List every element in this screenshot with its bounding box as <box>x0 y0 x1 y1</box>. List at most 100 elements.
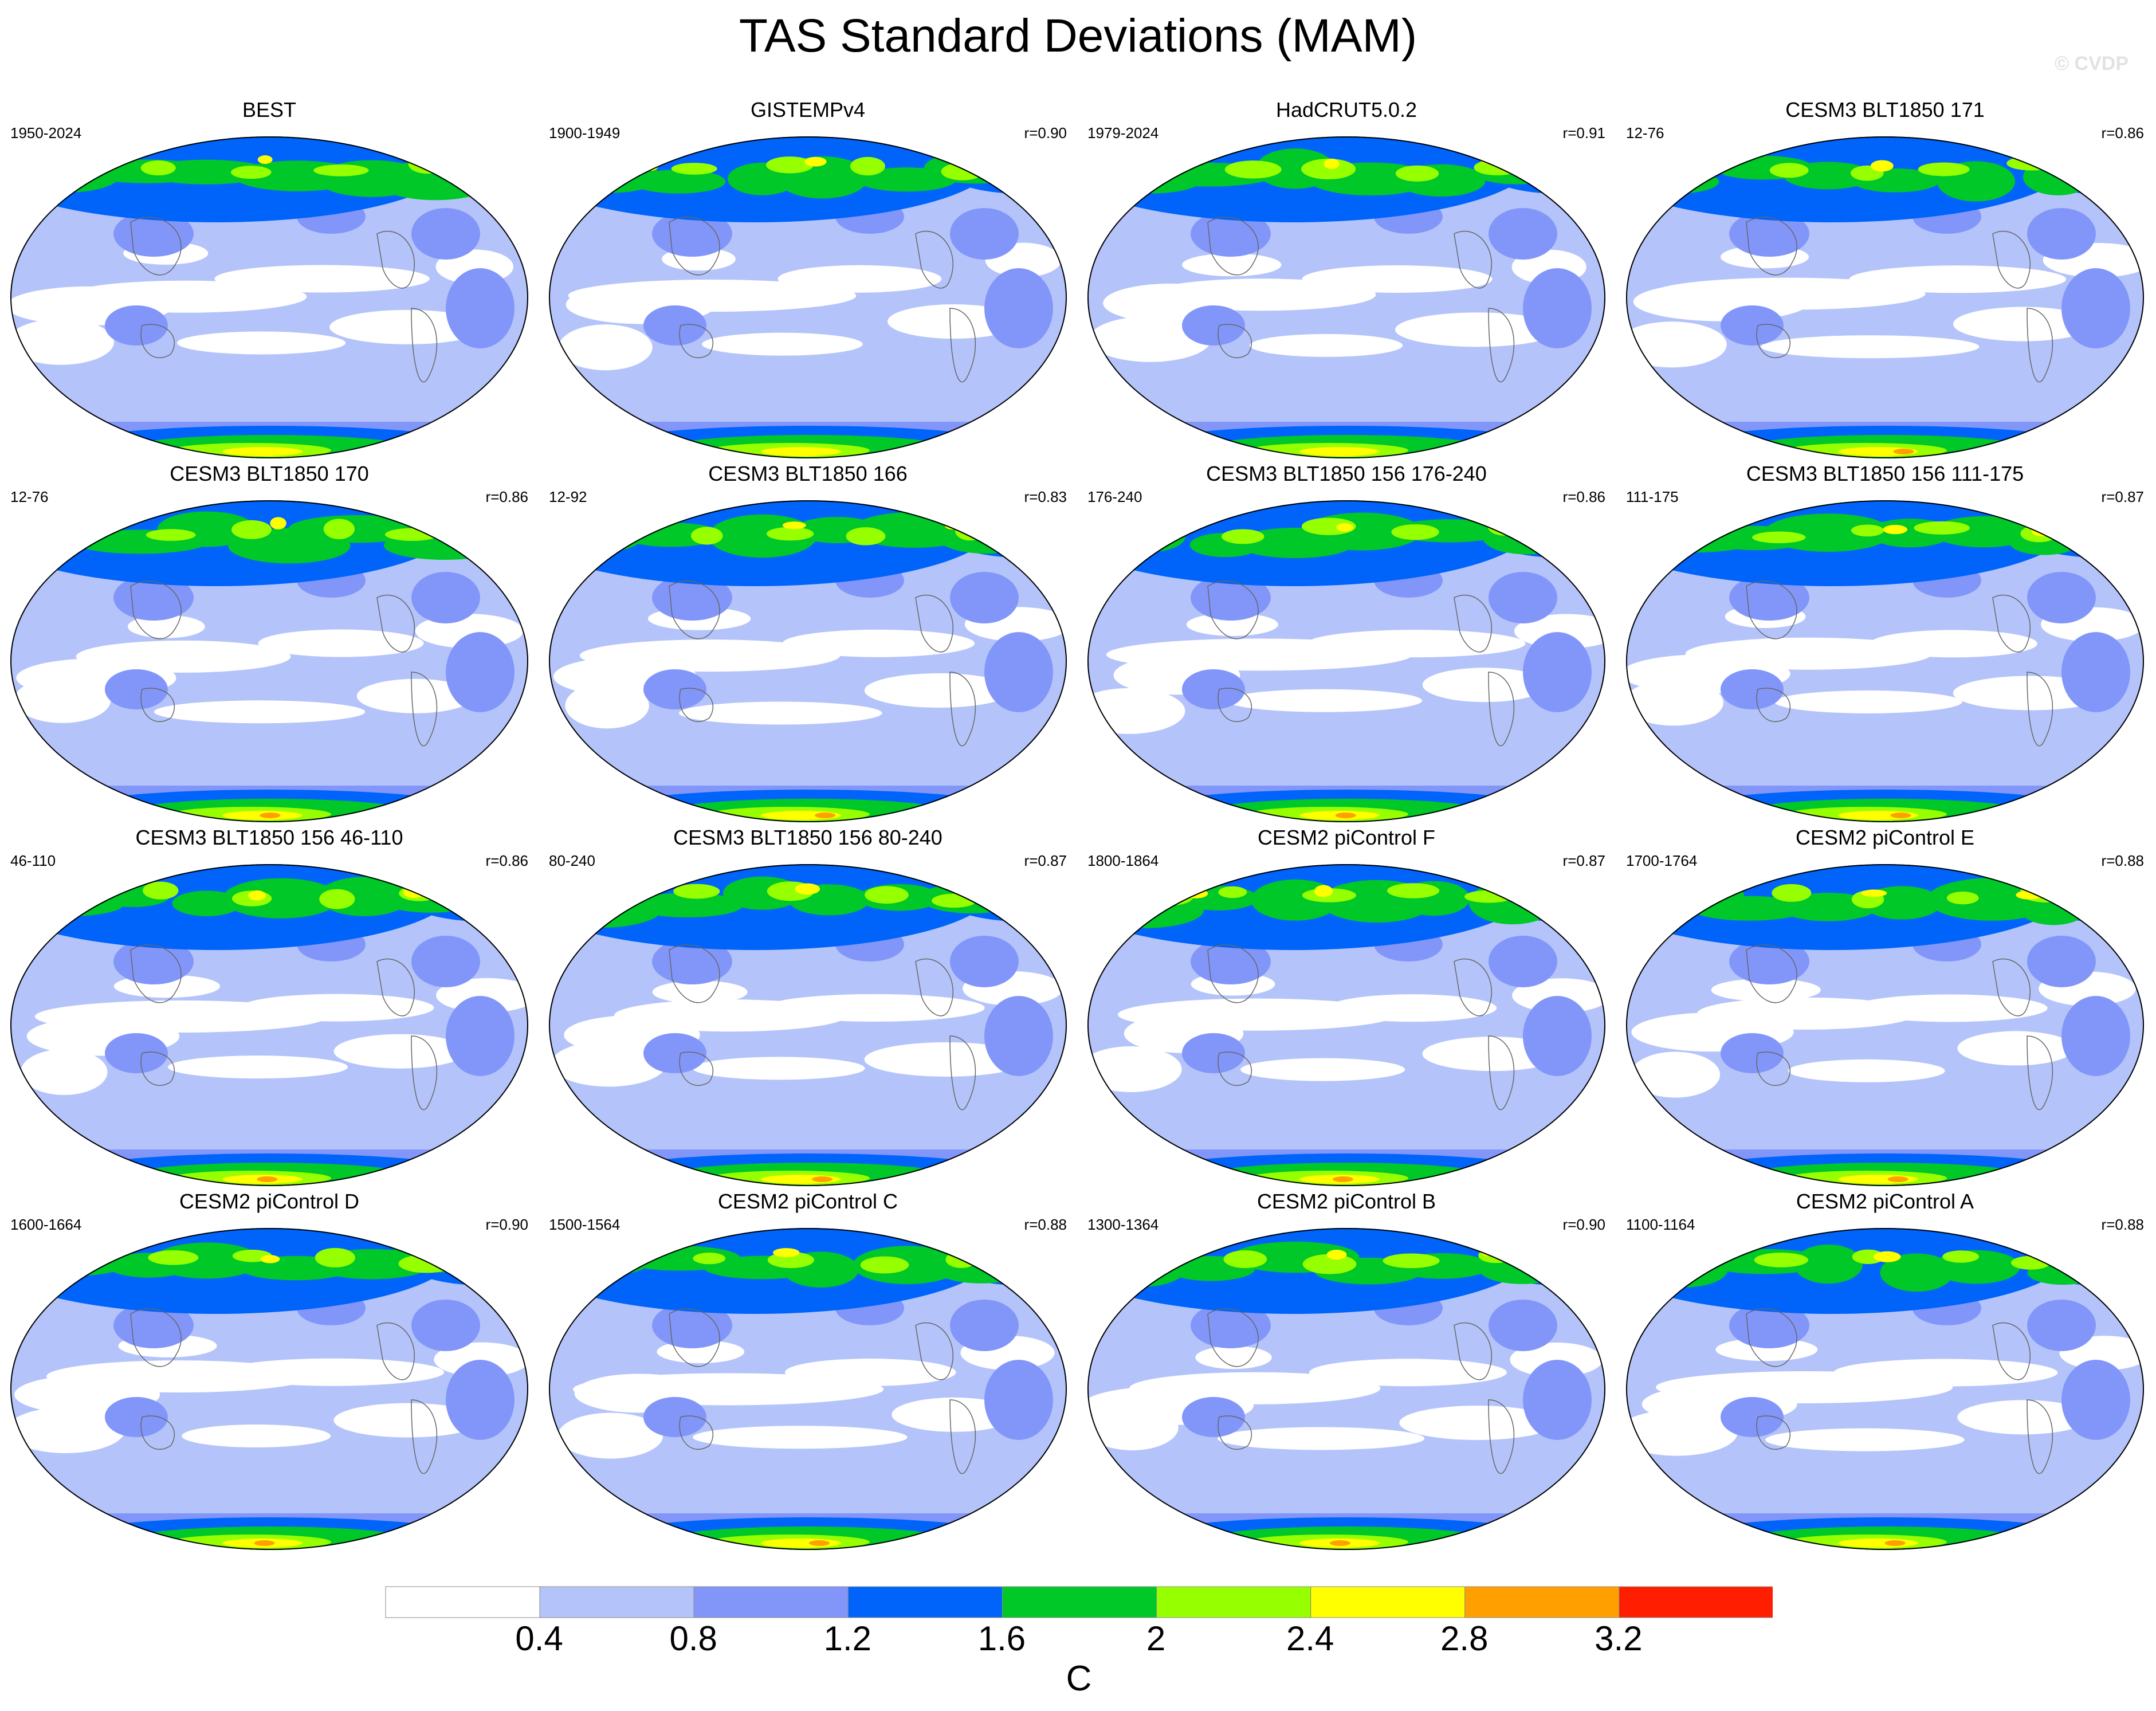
panel-correlation: r=0.90 <box>1562 1216 1605 1233</box>
map-panel: CESM2 piControl E 1700-1764 r=0.88 <box>1616 825 2154 1192</box>
coastline-outline <box>669 1308 976 1474</box>
panel-period: 111-175 <box>1626 488 1679 505</box>
std-dev-map <box>549 1228 1067 1550</box>
panel-period: 176-240 <box>1087 488 1142 505</box>
panel-title: CESM3 BLT1850 156 80-240 <box>673 826 942 849</box>
panel-correlation: r=0.88 <box>1024 1216 1067 1233</box>
panel-correlation: r=0.86 <box>1562 488 1605 505</box>
colorbar-unit: C <box>1066 1659 1092 1698</box>
panel-title: CESM3 BLT1850 171 <box>1785 98 1985 121</box>
colorbar-swatch <box>1156 1586 1311 1618</box>
panel-correlation: r=0.87 <box>1024 852 1067 869</box>
coastline-outline <box>130 944 438 1110</box>
coastline-outline <box>1746 944 2053 1110</box>
panel-title: CESM3 BLT1850 166 <box>708 462 908 485</box>
std-dev-map <box>1626 500 2144 822</box>
panel-period: 1600-1664 <box>10 1216 82 1233</box>
coastline-outline <box>1746 217 2053 383</box>
map-panel: CESM3 BLT1850 166 12-92 r=0.83 <box>539 461 1077 828</box>
coastline-outline <box>669 944 976 1110</box>
colorbar-swatch <box>1464 1586 1620 1618</box>
colorbar-tick-label: 1.2 <box>823 1619 872 1658</box>
panel-title: CESM2 piControl C <box>717 1190 898 1213</box>
coastline-outline <box>130 1308 438 1474</box>
map-panel: HadCRUT5.0.2 1979-2024 r=0.91 <box>1077 97 1616 464</box>
map-panel: CESM2 piControl D 1600-1664 r=0.90 <box>0 1189 539 1556</box>
panel-period: 12-76 <box>10 488 49 505</box>
std-dev-map <box>1626 136 2144 458</box>
panel-period: 1500-1564 <box>549 1216 621 1233</box>
colorbar-tick-label: 0.4 <box>515 1619 563 1658</box>
std-dev-map <box>1087 500 1605 822</box>
coastline-outline <box>1746 580 2053 747</box>
std-dev-map <box>549 500 1067 822</box>
panel-correlation: r=0.88 <box>2101 1216 2144 1233</box>
panel-correlation: r=0.83 <box>1024 488 1067 505</box>
panel-period: 12-92 <box>549 488 587 505</box>
colorbar <box>385 1586 1773 1618</box>
std-dev-map <box>1626 864 2144 1186</box>
panel-title: CESM3 BLT1850 156 111-175 <box>1746 462 2024 485</box>
colorbar-swatch <box>1310 1586 1466 1618</box>
panel-correlation: r=0.90 <box>1024 124 1067 142</box>
panel-title: CESM2 piControl A <box>1796 1190 1974 1213</box>
panel-period: 1100-1164 <box>1626 1216 1695 1233</box>
coastline-outline <box>1207 1308 1515 1474</box>
panel-period: 1950-2024 <box>10 124 82 142</box>
std-dev-map <box>10 1228 528 1550</box>
map-panel: CESM2 piControl B 1300-1364 r=0.90 <box>1077 1189 1616 1556</box>
coastline-outline <box>1207 217 1515 383</box>
coastline-outline <box>1207 580 1515 747</box>
colorbar-swatch <box>693 1586 849 1618</box>
figure-title: TAS Standard Deviations (MAM) <box>739 10 1417 62</box>
map-panel: CESM3 BLT1850 156 80-240 80-240 r=0.87 <box>539 825 1077 1192</box>
map-panel: GISTEMPv4 1900-1949 r=0.90 <box>539 97 1077 464</box>
panel-title: CESM2 piControl F <box>1257 826 1436 849</box>
panel-title: HadCRUT5.0.2 <box>1275 98 1417 121</box>
coastline-outline <box>669 580 976 747</box>
panel-period: 12-76 <box>1626 124 1664 142</box>
std-dev-map <box>1087 864 1605 1186</box>
colorbar-tick-label: 2 <box>1146 1619 1166 1658</box>
colorbar-swatch <box>539 1586 694 1618</box>
colorbar-tick-label: 1.6 <box>977 1619 1026 1658</box>
coastline-outline <box>1207 944 1515 1110</box>
std-dev-map <box>10 136 528 458</box>
colorbar-swatch <box>1619 1586 1773 1618</box>
panel-correlation: r=0.86 <box>2101 124 2144 142</box>
std-dev-map <box>549 864 1067 1186</box>
std-dev-map <box>1087 136 1605 458</box>
std-dev-map <box>1626 1228 2144 1550</box>
panel-title: CESM3 BLT1850 156 46-110 <box>135 826 403 849</box>
colorbar-tick-label: 0.8 <box>669 1619 717 1658</box>
panel-period: 1300-1364 <box>1087 1216 1159 1233</box>
panel-correlation: r=0.88 <box>2101 852 2144 869</box>
map-panel: CESM3 BLT1850 156 111-175 111-175 r=0.87 <box>1616 461 2154 828</box>
std-dev-map <box>10 864 528 1186</box>
panel-period: 1900-1949 <box>549 124 621 142</box>
panel-period: 1979-2024 <box>1087 124 1159 142</box>
panel-correlation: r=0.91 <box>1562 124 1605 142</box>
map-panel: CESM2 piControl F 1800-1864 r=0.87 <box>1077 825 1616 1192</box>
map-panel: CESM2 piControl C 1500-1564 r=0.88 <box>539 1189 1077 1556</box>
panel-title: CESM2 piControl D <box>179 1190 360 1213</box>
panel-correlation: r=0.87 <box>1562 852 1605 869</box>
std-dev-map <box>549 136 1067 458</box>
panel-period: 1800-1864 <box>1087 852 1159 869</box>
copyright-watermark: © CVDP <box>2055 53 2128 74</box>
panel-correlation: r=0.90 <box>485 1216 528 1233</box>
coastline-outline <box>669 217 976 383</box>
colorbar-swatch <box>385 1586 540 1618</box>
map-panel: CESM3 BLT1850 171 12-76 r=0.86 <box>1616 97 2154 464</box>
panel-title: CESM2 piControl E <box>1795 826 1975 849</box>
coastline-outline <box>1746 1308 2053 1474</box>
std-dev-map <box>1087 1228 1605 1550</box>
colorbar-tick-label: 2.4 <box>1286 1619 1334 1658</box>
coastline-outline <box>130 217 438 383</box>
panel-correlation: r=0.87 <box>2101 488 2144 505</box>
map-panel: CESM2 piControl A 1100-1164 r=0.88 <box>1616 1189 2154 1556</box>
panel-title: CESM3 BLT1850 156 176-240 <box>1206 462 1487 485</box>
panel-period: 80-240 <box>549 852 595 869</box>
panel-title: CESM2 piControl B <box>1256 1190 1436 1213</box>
map-panel: CESM3 BLT1850 156 176-240 176-240 r=0.86 <box>1077 461 1616 828</box>
